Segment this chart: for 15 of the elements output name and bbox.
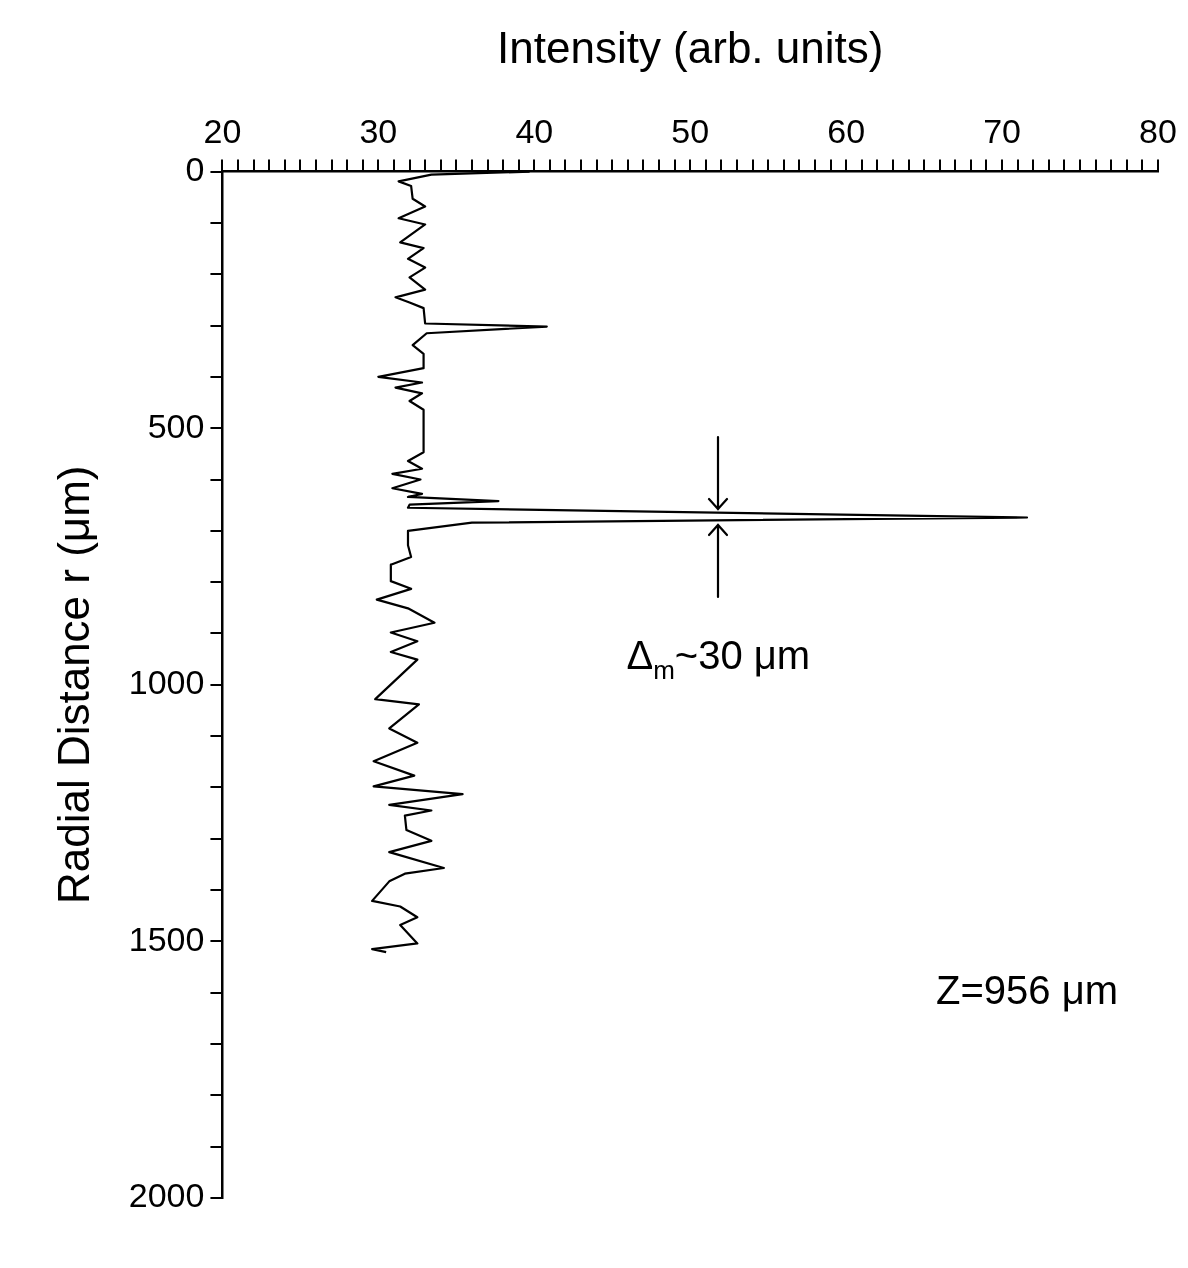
x-tick-label: 60 (827, 111, 866, 150)
y-tick-label: 2000 (128, 1176, 205, 1215)
y-axis-title: Radial Distance r (μm) (48, 465, 98, 905)
x-tick-label: 50 (671, 111, 710, 150)
annotation: Z=956 μm (936, 967, 1119, 1012)
x-tick-label: 80 (1139, 111, 1177, 150)
x-tick-label: 30 (359, 111, 398, 150)
x-axis-title: Intensity (arb. units) (497, 22, 884, 72)
y-tick-label: 1000 (128, 663, 205, 702)
x-tick-label: 20 (203, 111, 242, 150)
y-tick-label: 1500 (128, 919, 205, 958)
x-tick-label: 40 (515, 111, 554, 150)
y-tick-label: 0 (185, 149, 205, 188)
y-tick-label: 500 (147, 406, 205, 445)
x-tick-label: 70 (983, 111, 1021, 150)
